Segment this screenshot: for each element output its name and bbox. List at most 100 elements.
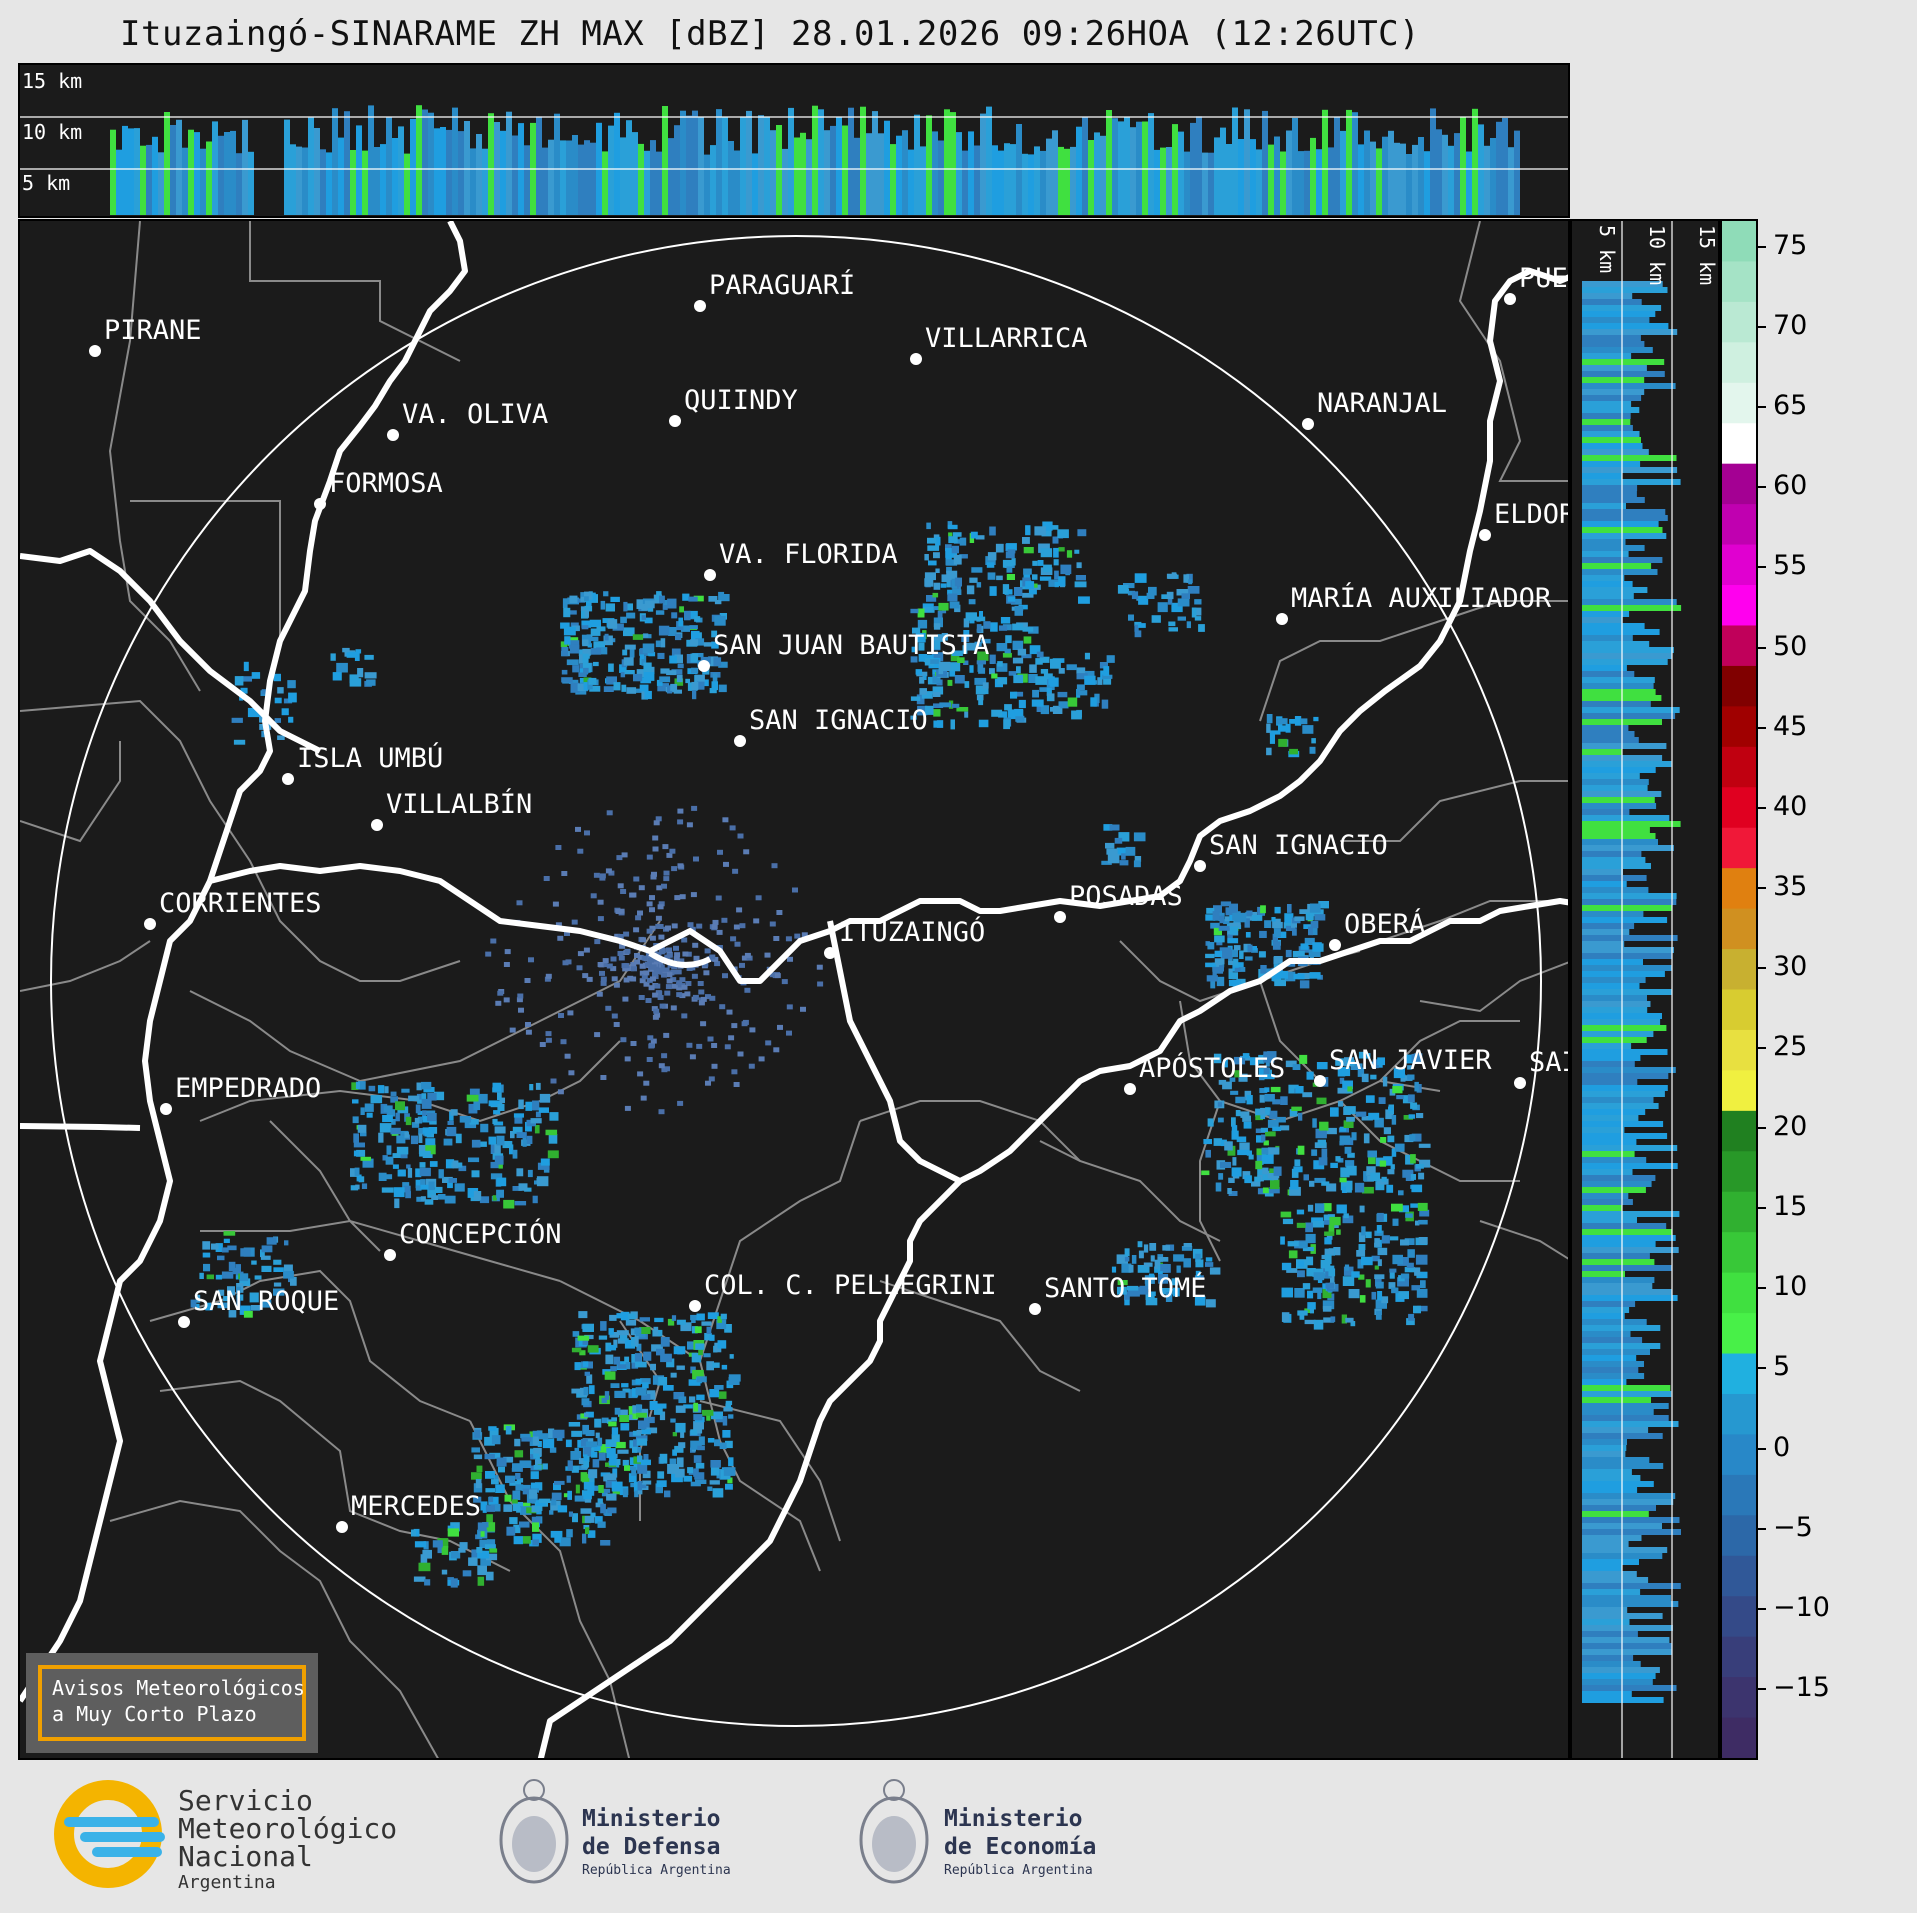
echo-cell bbox=[485, 1553, 498, 1561]
echo-cell bbox=[659, 595, 665, 604]
right-profile-row bbox=[1582, 1517, 1680, 1523]
city-va-florida: VA. FLORIDA bbox=[704, 539, 898, 581]
echo-cell bbox=[491, 1479, 499, 1485]
colorbar-segment bbox=[1722, 504, 1756, 546]
echo-cell bbox=[976, 616, 986, 622]
echo-cell bbox=[561, 677, 573, 683]
echo-cell bbox=[711, 681, 718, 691]
smn-logo-wave1 bbox=[64, 1817, 159, 1827]
clutter-cell bbox=[729, 825, 736, 831]
echo-cell bbox=[491, 1435, 501, 1445]
echo-cell bbox=[689, 625, 698, 630]
city-san-ignacio: SAN IGNACIO bbox=[734, 705, 928, 747]
echo-cell bbox=[1235, 1096, 1246, 1104]
echo-cell bbox=[1002, 624, 1012, 631]
right-profile-row bbox=[1582, 737, 1639, 743]
echo-cell bbox=[1418, 1219, 1428, 1225]
echo-cell bbox=[690, 1440, 702, 1450]
clutter-cell bbox=[622, 966, 629, 972]
top-profile-column bbox=[404, 153, 410, 215]
echo-cell bbox=[1262, 1167, 1269, 1177]
echo-cell bbox=[1278, 725, 1287, 732]
top-profile-column bbox=[1346, 109, 1352, 215]
echo-cell bbox=[1405, 1174, 1414, 1181]
echo-cell bbox=[671, 1315, 677, 1321]
echo-cell bbox=[512, 1502, 523, 1512]
echo-cell bbox=[1143, 1262, 1153, 1267]
echo-cell bbox=[231, 717, 243, 723]
colorbar-tick-label: −10 bbox=[1773, 1591, 1830, 1623]
echo-cell bbox=[1388, 1106, 1393, 1111]
clutter-cell bbox=[748, 1063, 755, 1069]
defensa-seal-inner bbox=[512, 1816, 556, 1872]
clutter-cell bbox=[732, 868, 739, 874]
defensa-seal-icon bbox=[499, 1796, 569, 1884]
echo-cell bbox=[1134, 856, 1142, 862]
echo-cell bbox=[1005, 635, 1012, 644]
echo-cell bbox=[932, 675, 941, 684]
clutter-cell bbox=[552, 901, 559, 907]
top-profile-column bbox=[890, 144, 896, 215]
echo-cell bbox=[532, 1522, 539, 1532]
echo-cell bbox=[660, 638, 666, 648]
echo-cell bbox=[575, 1484, 580, 1494]
echo-cell bbox=[368, 1085, 376, 1092]
right-profile-row bbox=[1582, 1403, 1669, 1409]
echo-cell bbox=[1025, 581, 1035, 589]
echo-cell bbox=[1389, 1272, 1395, 1279]
echo-cell bbox=[609, 1455, 617, 1466]
echo-cell bbox=[1298, 1112, 1303, 1121]
echo-cell bbox=[583, 1459, 590, 1468]
echo-cell bbox=[1008, 671, 1017, 676]
echo-cell bbox=[966, 585, 975, 595]
echo-cell bbox=[1419, 1209, 1430, 1217]
clutter-cell bbox=[621, 963, 628, 969]
city-label: SAI bbox=[1529, 1047, 1570, 1078]
city-marker-dot bbox=[1124, 1083, 1136, 1095]
echo-cell bbox=[1220, 901, 1232, 907]
echo-cell bbox=[1018, 699, 1026, 709]
top-profile-column bbox=[422, 109, 428, 215]
colorbar-segment bbox=[1722, 423, 1756, 465]
echo-cell bbox=[659, 1411, 666, 1421]
city-va-oliva: VA. OLIVA bbox=[387, 399, 548, 441]
echo-cell bbox=[610, 1366, 617, 1372]
top-profile-column bbox=[1130, 127, 1136, 215]
echo-cell bbox=[1363, 1133, 1370, 1144]
echo-cell bbox=[632, 1446, 638, 1453]
echo-cell bbox=[1039, 656, 1050, 663]
echo-cell bbox=[1359, 1295, 1366, 1303]
right-profile-row bbox=[1582, 359, 1665, 365]
echo-cell bbox=[514, 1201, 527, 1206]
echo-cell bbox=[655, 1403, 667, 1409]
echo-cell bbox=[991, 673, 998, 679]
echo-cell bbox=[980, 638, 991, 644]
clutter-cell bbox=[649, 907, 655, 913]
echo-cell bbox=[1317, 1290, 1322, 1300]
echo-cell bbox=[1410, 1174, 1416, 1180]
city-marker-dot bbox=[704, 569, 716, 581]
echo-cell bbox=[635, 1378, 642, 1385]
clutter-cell bbox=[674, 952, 681, 958]
warning-box[interactable]: Avisos Meteorológicos a Muy Corto Plazo bbox=[26, 1653, 318, 1753]
right-profile-row bbox=[1582, 1409, 1654, 1415]
echo-cell bbox=[1294, 916, 1305, 921]
colorbar-tick bbox=[1758, 246, 1766, 248]
echo-cell bbox=[924, 658, 935, 666]
echo-cell bbox=[948, 532, 953, 537]
echo-cell bbox=[1126, 1285, 1139, 1291]
echo-cell bbox=[1023, 571, 1031, 580]
echo-cell bbox=[585, 1441, 598, 1448]
echo-cell bbox=[1183, 1258, 1191, 1268]
echo-cell bbox=[1377, 1212, 1384, 1222]
echo-cell bbox=[1313, 716, 1319, 722]
top-profile-column bbox=[1370, 141, 1376, 215]
echo-cell bbox=[677, 663, 684, 669]
colorbar-tick-label: 55 bbox=[1773, 550, 1808, 582]
echo-cell bbox=[1346, 1165, 1357, 1176]
right-profile-row bbox=[1582, 839, 1658, 845]
top-profile-column bbox=[812, 105, 818, 215]
echo-cell bbox=[1052, 525, 1059, 530]
echo-cell bbox=[1145, 1280, 1150, 1290]
echo-cell bbox=[600, 1503, 606, 1514]
